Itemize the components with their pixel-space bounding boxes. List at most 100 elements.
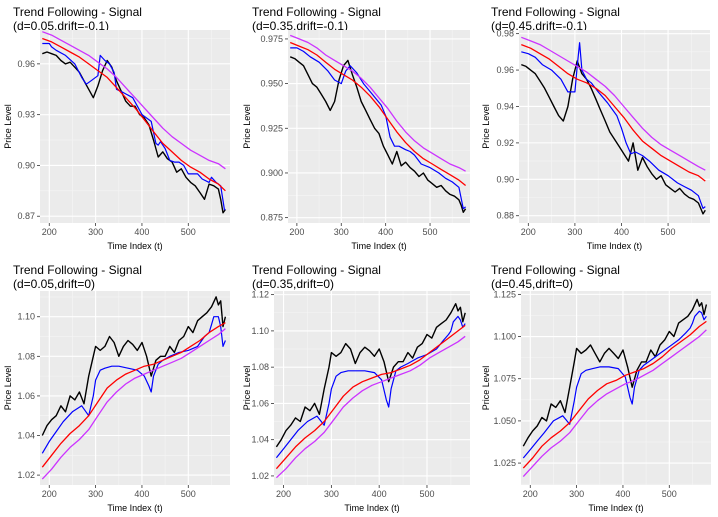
x-tick-label: 200	[523, 489, 538, 499]
plot-background	[519, 30, 710, 223]
series-line	[521, 42, 706, 209]
y-tick-label: 1.12	[251, 290, 269, 300]
y-tick-label: 1.08	[251, 362, 269, 372]
y-axis-title: Price Level	[481, 366, 491, 411]
y-tick-label: 0.90	[496, 174, 514, 184]
series-line	[41, 328, 226, 480]
y-tick-label: 1.02	[251, 471, 269, 481]
series-line	[521, 36, 706, 171]
chart-panel: Trend Following - Signal (d=0.45,drift=0…	[481, 263, 711, 513]
x-tick-label: 500	[419, 489, 434, 499]
y-tick-label: 1.100	[493, 332, 516, 342]
series-line	[275, 335, 466, 479]
series-line	[522, 320, 707, 469]
y-tick-label: 0.92	[496, 138, 514, 148]
x-tick-label: 200	[42, 227, 57, 237]
chart-title: Trend Following - Signal	[13, 5, 142, 19]
chart-panel: Trend Following - Signal (d=0.05,drift=-…	[3, 5, 230, 251]
y-tick-label: 0.88	[496, 211, 514, 221]
x-axis-title: Time Index (t)	[588, 503, 643, 513]
series-line	[275, 324, 466, 470]
series-line	[41, 316, 226, 454]
x-tick-label: 500	[181, 489, 196, 499]
series-line	[522, 298, 708, 447]
series-line	[522, 329, 707, 478]
y-axis-title: Price Level	[3, 104, 13, 149]
chart-panel: Trend Following - Signal (d=0.05,drift=0…	[3, 263, 230, 513]
y-tick-label: 0.96	[496, 65, 514, 75]
x-axis-title: Time Index (t)	[107, 503, 162, 513]
y-tick-label: 1.06	[251, 398, 269, 408]
chart-subtitle: (d=0.45,drift=0)	[491, 277, 573, 291]
chart-title: Trend Following - Signal	[491, 5, 620, 19]
series-line	[42, 37, 226, 192]
x-tick-label: 200	[521, 227, 536, 237]
x-tick-label: 200	[276, 489, 291, 499]
plot-background	[274, 291, 470, 485]
y-tick-label: 0.93	[17, 110, 35, 120]
series-line	[42, 31, 226, 170]
chart-title: Trend Following - Signal	[252, 263, 381, 277]
y-tick-label: 1.125	[493, 289, 516, 299]
x-axis-title: Time Index (t)	[344, 503, 399, 513]
series-line	[289, 34, 466, 172]
x-tick-label: 200	[289, 227, 304, 237]
plot-background	[40, 291, 230, 485]
y-tick-label: 0.900	[260, 168, 283, 178]
x-tick-label: 400	[614, 227, 629, 237]
y-tick-label: 1.06	[17, 391, 35, 401]
series-line	[289, 41, 467, 187]
y-axis-title: Price Level	[242, 104, 252, 149]
y-tick-label: 0.87	[17, 211, 35, 221]
chart-panel: Trend Following - Signal (d=0.35,drift=0…	[242, 263, 470, 513]
chart-subtitle: (d=0.05,drift=-0.1)	[13, 19, 109, 33]
y-axis-title: Price Level	[242, 366, 252, 411]
chart-title: Trend Following - Signal	[252, 5, 381, 19]
y-tick-label: 0.875	[260, 213, 283, 223]
x-tick-label: 300	[569, 489, 584, 499]
x-tick-label: 400	[615, 489, 630, 499]
y-tick-label: 1.10	[251, 326, 269, 336]
y-tick-label: 0.975	[260, 34, 283, 44]
series-line	[275, 303, 466, 448]
y-tick-label: 0.90	[17, 160, 35, 170]
chart-panel: Trend Following - Signal (d=0.45,drift=-…	[481, 5, 710, 251]
plot-background	[288, 30, 470, 223]
chart-panel: Trend Following - Signal (d=0.35,drift=-…	[242, 5, 470, 251]
x-tick-label: 400	[378, 227, 393, 237]
y-tick-label: 1.075	[493, 374, 516, 384]
y-tick-label: 1.08	[17, 351, 35, 361]
x-tick-label: 400	[134, 489, 149, 499]
x-tick-label: 300	[567, 227, 582, 237]
series-line	[42, 42, 226, 211]
x-tick-label: 400	[134, 227, 149, 237]
y-tick-label: 0.925	[260, 123, 283, 133]
y-tick-label: 0.950	[260, 79, 283, 89]
x-tick-label: 200	[42, 489, 57, 499]
y-tick-label: 0.98	[496, 29, 514, 39]
series-line	[41, 322, 226, 468]
y-tick-label: 0.96	[17, 59, 35, 69]
chart-subtitle: (d=0.45,drift=-0.1)	[491, 19, 587, 33]
y-tick-label: 0.94	[496, 101, 514, 111]
y-tick-label: 1.02	[17, 470, 35, 480]
y-tick-label: 1.04	[17, 431, 35, 441]
y-tick-label: 1.10	[17, 312, 35, 322]
series-line	[289, 56, 467, 214]
series-line	[41, 296, 227, 436]
x-tick-label: 300	[88, 227, 103, 237]
y-axis-title: Price Level	[481, 104, 491, 149]
series-line	[522, 310, 707, 459]
y-tick-label: 1.04	[251, 435, 269, 445]
series-line	[521, 43, 706, 182]
x-axis-title: Time Index (t)	[107, 241, 162, 251]
y-tick-label: 1.025	[493, 458, 516, 468]
x-axis-title: Time Index (t)	[587, 241, 642, 251]
x-tick-label: 500	[661, 227, 676, 237]
chart-title: Trend Following - Signal	[491, 263, 620, 277]
x-tick-label: 400	[372, 489, 387, 499]
x-tick-label: 500	[662, 489, 677, 499]
chart-subtitle: (d=0.05,drift=0)	[13, 277, 95, 291]
x-axis-title: Time Index (t)	[351, 241, 406, 251]
